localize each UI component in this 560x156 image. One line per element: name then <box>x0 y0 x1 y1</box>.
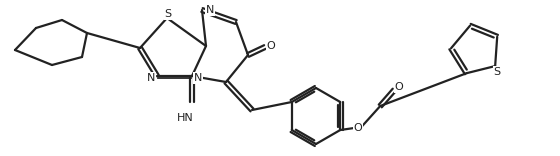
Text: S: S <box>493 67 501 77</box>
Text: O: O <box>354 123 363 133</box>
Text: N: N <box>147 73 155 83</box>
Text: N: N <box>194 73 202 83</box>
Text: O: O <box>267 41 276 51</box>
Text: O: O <box>395 82 404 92</box>
Text: N: N <box>206 5 214 15</box>
Text: HN: HN <box>176 113 193 123</box>
Text: S: S <box>165 9 171 19</box>
